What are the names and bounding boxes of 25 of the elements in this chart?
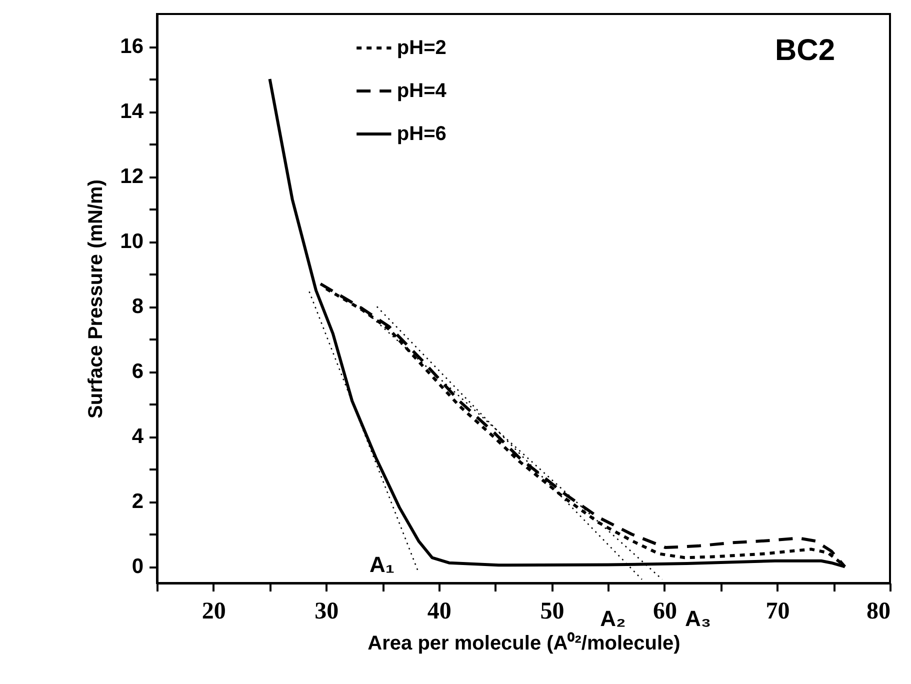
legend-label: pH=4: [396, 80, 448, 102]
y-tick-label: 8: [132, 295, 144, 318]
x-tick-label: 60: [652, 598, 677, 624]
y-tick-label: 6: [132, 360, 144, 384]
x-tick-label: 40: [427, 598, 452, 624]
text: A₂: [600, 606, 626, 631]
text: A₃: [684, 606, 712, 631]
y-tick-label: 12: [120, 165, 144, 188]
x-axis-title: Area per molecule (A⁰²/molecule): [368, 632, 680, 654]
y-axis-title: Surface Pressure (mN/m): [85, 180, 108, 418]
text: BC2: [774, 34, 835, 67]
x-tick-label: 30: [314, 598, 339, 624]
x-tick-label: 70: [766, 598, 790, 624]
y-tick-label: 10: [120, 230, 144, 254]
x-tick-label: 20: [202, 598, 226, 624]
x-tick-label: 80: [866, 598, 890, 624]
y-tick-label: 16: [120, 35, 144, 58]
annotation: A₁: [370, 552, 394, 577]
y-tick-label: 14: [120, 100, 144, 124]
legend-label: pH=2: [396, 37, 446, 59]
y-tick-label: 4: [132, 425, 144, 448]
y-tick-label: 0: [132, 555, 144, 578]
y-tick-label: 2: [132, 490, 144, 514]
x-tick-label: 50: [540, 598, 564, 624]
legend-label: pH=6: [396, 123, 446, 145]
